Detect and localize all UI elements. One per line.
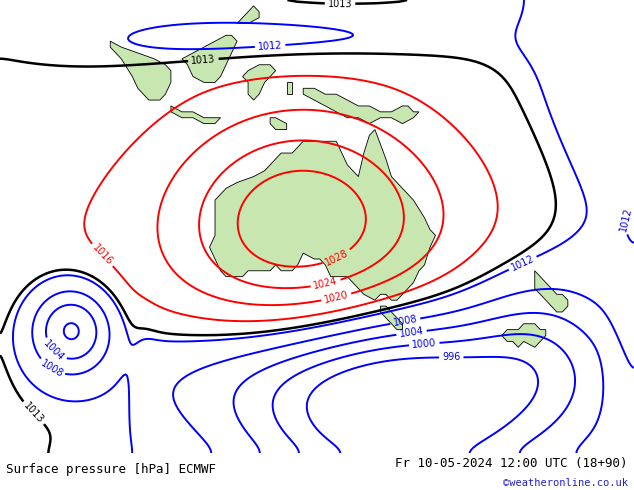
Polygon shape <box>380 306 403 330</box>
Text: 1004: 1004 <box>42 339 66 363</box>
Polygon shape <box>182 35 237 82</box>
Text: 1020: 1020 <box>323 290 349 305</box>
Polygon shape <box>243 65 276 100</box>
Polygon shape <box>287 82 292 94</box>
Text: 1012: 1012 <box>618 206 634 232</box>
Polygon shape <box>237 6 259 24</box>
Polygon shape <box>270 118 287 129</box>
Polygon shape <box>534 271 568 312</box>
Text: 1008: 1008 <box>392 314 418 328</box>
Text: 1012: 1012 <box>509 253 536 273</box>
Text: 1024: 1024 <box>313 276 339 291</box>
Text: 1008: 1008 <box>39 358 65 379</box>
Text: Fr 10-05-2024 12:00 UTC (18+90): Fr 10-05-2024 12:00 UTC (18+90) <box>395 457 628 470</box>
Text: 1013: 1013 <box>22 401 46 425</box>
Text: 996: 996 <box>442 352 460 363</box>
Text: 1016: 1016 <box>90 243 114 268</box>
Text: 1012: 1012 <box>257 40 283 52</box>
Text: ©weatheronline.co.uk: ©weatheronline.co.uk <box>503 478 628 489</box>
Text: Surface pressure [hPa] ECMWF: Surface pressure [hPa] ECMWF <box>6 463 216 476</box>
Text: 1000: 1000 <box>411 338 437 350</box>
Polygon shape <box>209 129 436 300</box>
Polygon shape <box>303 88 419 123</box>
Text: 1028: 1028 <box>323 247 350 268</box>
Text: 1004: 1004 <box>399 326 424 339</box>
Polygon shape <box>110 41 171 100</box>
Text: 1013: 1013 <box>328 0 353 9</box>
Polygon shape <box>171 106 221 123</box>
Polygon shape <box>501 324 546 347</box>
Text: 1013: 1013 <box>191 54 216 66</box>
